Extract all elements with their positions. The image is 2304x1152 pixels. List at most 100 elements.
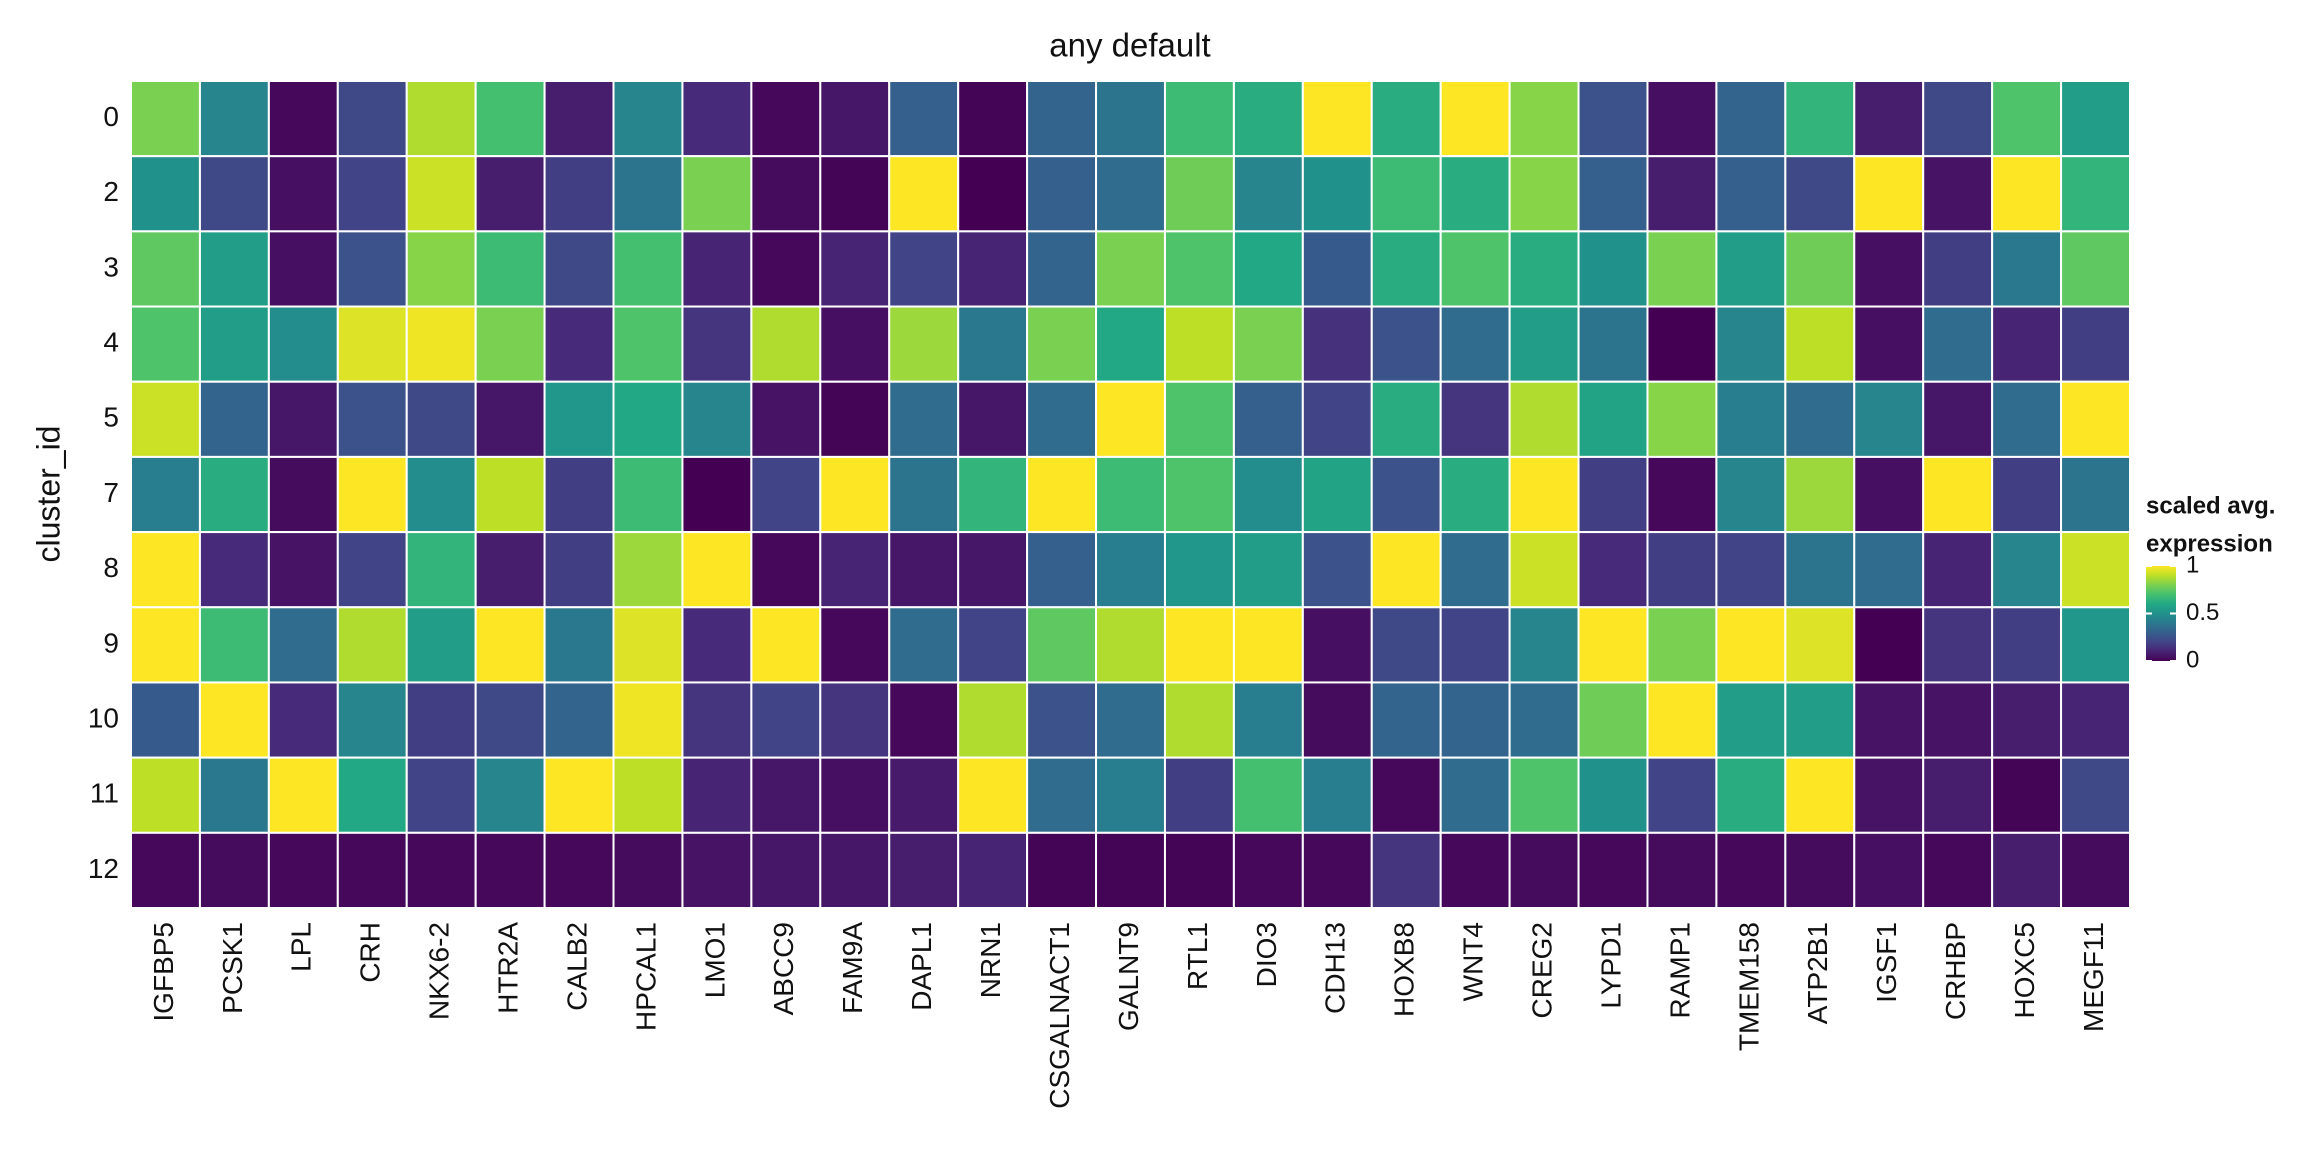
heatmap-cell [612, 155, 684, 233]
heatmap-cell [1508, 606, 1580, 684]
heatmap-cell [1163, 380, 1235, 458]
y-tick-label: 7 [103, 477, 119, 508]
heatmap-cell [957, 80, 1029, 158]
heatmap-cell [750, 155, 822, 233]
heatmap-cell [543, 305, 615, 383]
heatmap-cell [1095, 305, 1166, 383]
heatmap-cell [1026, 230, 1098, 308]
y-tick-label: 10 [88, 702, 119, 733]
colorbar-tick-label: 0.5 [2186, 599, 2219, 626]
heatmap-cell [819, 606, 891, 684]
x-tick-label: IGSF1 [1871, 922, 1902, 1003]
heatmap-cell [543, 756, 615, 834]
heatmap-cell [336, 380, 408, 458]
heatmap-cell [1370, 756, 1442, 834]
x-tick-label: DIO3 [1251, 922, 1282, 987]
heatmap-cell [1370, 305, 1442, 383]
heatmap-cell [1370, 831, 1442, 909]
heatmap-cell [1991, 756, 2063, 834]
heatmap-cell [405, 531, 477, 609]
x-tick-label: GALNT9 [1113, 922, 1144, 1031]
heatmap-cell [474, 155, 546, 233]
heatmap-cell [130, 681, 201, 759]
heatmap-cell [130, 831, 201, 909]
heatmap-cell [1646, 230, 1718, 308]
heatmap-cell [336, 531, 408, 609]
heatmap-cell [1784, 305, 1856, 383]
heatmap-cell [750, 455, 822, 534]
heatmap-cell [130, 380, 201, 458]
heatmap-cell [198, 380, 270, 458]
heatmap-cell [888, 455, 960, 534]
heatmap-cell [1991, 305, 2063, 383]
heatmap-cell [1715, 155, 1787, 233]
heatmap-cell [198, 155, 270, 233]
heatmap-cell [1232, 305, 1304, 383]
heatmap-cell [612, 606, 684, 684]
heatmap-cell [957, 831, 1029, 909]
heatmap-cell [681, 831, 753, 909]
heatmap-cell [1095, 756, 1166, 834]
heatmap-cell [1095, 606, 1166, 684]
heatmap-cell [1232, 531, 1304, 609]
heatmap-cell [198, 756, 270, 834]
y-tick-label: 8 [103, 552, 119, 583]
heatmap-cell [750, 681, 822, 759]
heatmap-cell [267, 681, 339, 759]
heatmap-cell [1922, 681, 1994, 759]
heatmap-cell [198, 230, 270, 308]
heatmap-cell [405, 305, 477, 383]
heatmap-cell [1715, 80, 1787, 158]
x-tick-label: CRHBP [1940, 922, 1971, 1020]
heatmap-cell [888, 230, 960, 308]
heatmap-cell [2060, 380, 2131, 458]
heatmap-cell [681, 606, 753, 684]
heatmap-cell [888, 681, 960, 759]
heatmap-cell [1922, 455, 1994, 534]
heatmap-cell [198, 606, 270, 684]
heatmap-cell [750, 80, 822, 158]
heatmap-cell [1508, 380, 1580, 458]
heatmap-cell [957, 305, 1029, 383]
heatmap-cell [1301, 756, 1373, 834]
heatmap-cell [1784, 230, 1856, 308]
colorbar-tick-label: 0 [2186, 646, 2199, 673]
heatmap-cell [1370, 531, 1442, 609]
heatmap-cell [267, 155, 339, 233]
heatmap-cell [1784, 155, 1856, 233]
y-tick-label: 0 [103, 101, 119, 132]
heatmap-cell [267, 831, 339, 909]
heatmap-cell [888, 80, 960, 158]
y-axis-label: cluster_id [30, 426, 66, 563]
heatmap-cell [1922, 305, 1994, 383]
heatmap-cell [267, 756, 339, 834]
heatmap-cell [1095, 155, 1166, 233]
heatmap-cell [1784, 380, 1856, 458]
x-tick-label: NRN1 [975, 922, 1006, 998]
heatmap-cell [1853, 155, 1925, 233]
heatmap-cell [1232, 606, 1304, 684]
heatmap-cell [405, 155, 477, 233]
heatmap-cell [888, 155, 960, 233]
heatmap-cell [336, 831, 408, 909]
heatmap-cell [267, 455, 339, 534]
heatmap-cell [1577, 606, 1649, 684]
y-tick-label: 2 [103, 176, 119, 207]
heatmap-cell [1232, 80, 1304, 158]
heatmap-cell [130, 756, 201, 834]
heatmap-cell [1439, 80, 1511, 158]
heatmap-cell [819, 455, 891, 534]
x-tick-label: CREG2 [1526, 922, 1557, 1018]
heatmap-cell [1577, 831, 1649, 909]
heatmap-cell [543, 681, 615, 759]
heatmap-cell [612, 756, 684, 834]
heatmap-cell [1026, 531, 1098, 609]
heatmap-cell [1232, 831, 1304, 909]
heatmap-cell [267, 305, 339, 383]
heatmap-cell [543, 80, 615, 158]
heatmap-cell [1922, 230, 1994, 308]
heatmap-cell [1439, 230, 1511, 308]
heatmap-cell [1439, 681, 1511, 759]
heatmap-cell [1646, 531, 1718, 609]
heatmap-cell [1163, 756, 1235, 834]
